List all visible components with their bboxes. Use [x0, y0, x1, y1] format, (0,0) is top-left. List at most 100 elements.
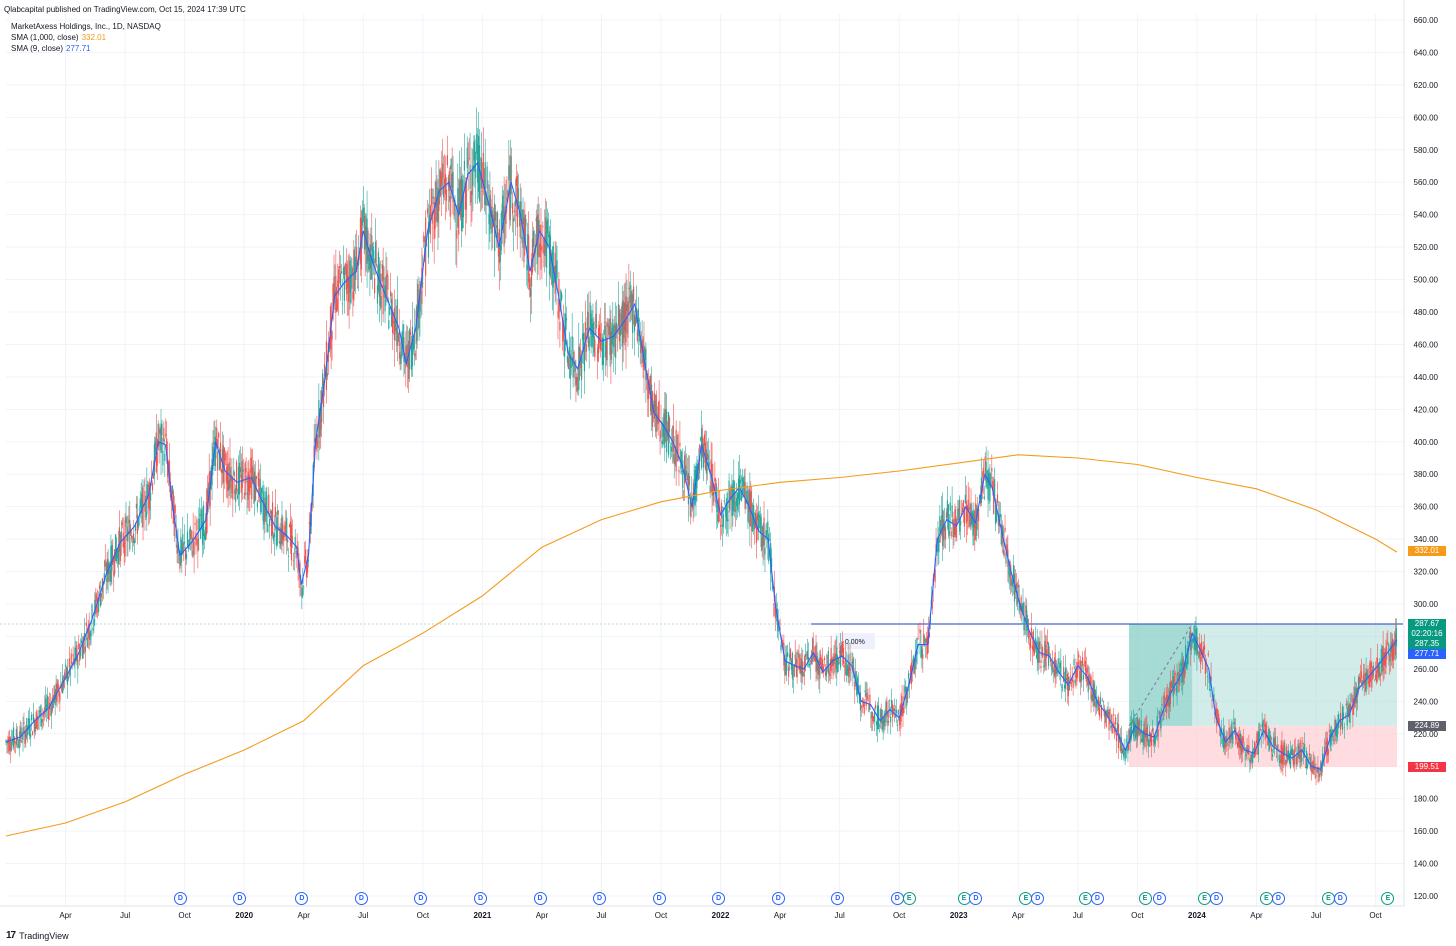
dividend-marker-icon[interactable]: D — [1090, 892, 1104, 905]
dividend-marker-icon[interactable]: D — [473, 892, 487, 905]
candle-body — [826, 656, 828, 658]
candle-body — [614, 323, 616, 339]
candle-body — [759, 514, 761, 531]
candle-body — [79, 651, 81, 661]
candle-body — [632, 286, 635, 302]
candle-body — [1240, 737, 1242, 755]
candle-body — [855, 671, 857, 683]
dividend-marker-icon[interactable]: D — [1152, 892, 1166, 905]
candle-body — [729, 491, 731, 511]
dividend-marker-icon[interactable]: D — [295, 892, 309, 905]
candle-body — [892, 708, 895, 712]
earnings-marker-icon[interactable]: E — [1321, 892, 1335, 905]
candle-body — [1147, 734, 1149, 742]
candle-body — [1368, 677, 1370, 687]
dividend-marker-icon[interactable]: D — [1271, 892, 1285, 905]
candle-body — [74, 647, 76, 665]
candle-body — [1167, 695, 1170, 707]
candle-body — [651, 391, 654, 427]
y-tick-label: 340.00 — [1414, 535, 1439, 544]
candle-body — [673, 454, 675, 462]
candle-body — [587, 311, 589, 344]
symbol-legend[interactable]: MarketAxess Holdings, Inc., 1D, NASDAQ — [11, 22, 161, 31]
candle-body — [477, 135, 480, 192]
candle-body — [556, 260, 558, 279]
candle-body — [252, 467, 254, 479]
candle-body — [333, 276, 335, 303]
earnings-marker-icon[interactable]: E — [1138, 892, 1152, 905]
candle-body — [34, 723, 36, 732]
dividend-marker-icon[interactable]: D — [593, 892, 607, 905]
x-tick-label: Oct — [178, 911, 191, 920]
candle-body — [1282, 748, 1284, 764]
candle-body — [581, 357, 583, 380]
candle-body — [701, 436, 704, 457]
candle-body — [1099, 697, 1102, 704]
candle-body — [870, 716, 872, 718]
candle-body — [1232, 731, 1234, 744]
candle-body — [1185, 661, 1188, 668]
dividend-marker-icon[interactable]: D — [1031, 892, 1045, 905]
dividend-marker-icon[interactable]: D — [1333, 892, 1347, 905]
dividend-marker-icon[interactable]: D — [233, 892, 247, 905]
dividend-marker-icon[interactable]: D — [890, 892, 904, 905]
candle-body — [867, 694, 869, 702]
dividend-marker-icon[interactable]: D — [771, 892, 785, 905]
candle-body — [627, 301, 629, 338]
candle-body — [130, 531, 132, 533]
candle-body — [570, 357, 572, 369]
dividend-marker-icon[interactable]: D — [831, 892, 845, 905]
candle-body — [589, 302, 591, 328]
sma1000-legend[interactable]: SMA (1,000, close) 332.01 — [11, 33, 106, 43]
candle-body — [19, 725, 21, 742]
candle-body — [544, 236, 546, 257]
candle-body — [497, 243, 500, 257]
dividend-marker-icon[interactable]: D — [1209, 892, 1223, 905]
dividend-marker-icon[interactable]: D — [173, 892, 187, 905]
candle-body — [340, 271, 343, 274]
candle-body — [1047, 643, 1050, 667]
candle-body — [739, 480, 742, 483]
long-position-tool[interactable]: 0.00% — [0, 623, 1403, 768]
dividend-marker-icon[interactable]: D — [652, 892, 666, 905]
candle-body — [802, 661, 804, 673]
candle-body — [1040, 665, 1042, 669]
candle-body — [615, 322, 618, 334]
candle-body — [874, 709, 876, 722]
candle-body — [665, 408, 667, 425]
candle-body — [700, 437, 702, 441]
candle-body — [1002, 526, 1004, 536]
chart-grid — [6, 14, 1403, 906]
candle-body — [151, 483, 154, 491]
candle-body — [1008, 566, 1010, 576]
x-tick-label: Apr — [298, 911, 311, 920]
candle-body — [387, 275, 389, 290]
x-tick-label: 2020 — [235, 911, 253, 920]
dividend-marker-icon[interactable]: D — [712, 892, 726, 905]
dividend-marker-icon[interactable]: D — [969, 892, 983, 905]
candle-body — [861, 700, 863, 702]
candle-body — [1065, 678, 1068, 681]
dividend-marker-icon[interactable]: D — [354, 892, 368, 905]
candle-body — [777, 621, 779, 632]
candle-body — [1030, 627, 1033, 636]
candle-body — [619, 327, 621, 336]
candle-body — [1366, 672, 1368, 678]
candle-body — [880, 713, 882, 718]
candle-body — [639, 335, 641, 346]
earnings-marker-icon[interactable]: E — [1259, 892, 1273, 905]
earnings-marker-icon[interactable]: E — [902, 892, 916, 905]
candle-body — [14, 742, 17, 743]
earnings-marker-icon[interactable]: E — [1381, 892, 1395, 905]
dividend-marker-icon[interactable]: D — [533, 892, 547, 905]
candle-body — [1288, 750, 1290, 760]
candle-body — [479, 173, 482, 180]
dividend-marker-icon[interactable]: D — [414, 892, 428, 905]
candle-body — [314, 438, 316, 442]
candle-body — [622, 300, 624, 343]
candle-body — [1078, 654, 1080, 658]
candle-body — [1017, 584, 1019, 588]
candle-body — [167, 461, 170, 470]
sma9-legend[interactable]: SMA (9, close) 277.71 — [11, 44, 90, 54]
